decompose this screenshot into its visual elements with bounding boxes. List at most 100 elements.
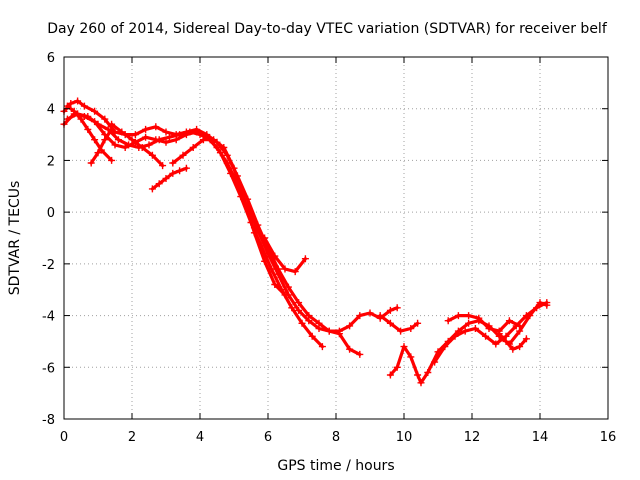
data-point xyxy=(335,330,343,338)
data-point xyxy=(94,120,102,128)
data-point xyxy=(240,195,248,203)
data-series xyxy=(60,97,551,387)
data-point xyxy=(465,312,473,320)
data-point xyxy=(288,304,296,312)
data-point xyxy=(376,312,384,320)
x-tick-label: 14 xyxy=(532,430,549,445)
data-point xyxy=(492,340,500,348)
data-point xyxy=(169,169,177,177)
data-point xyxy=(74,97,82,105)
data-point xyxy=(346,345,354,353)
data-point xyxy=(281,265,289,273)
data-point xyxy=(543,299,551,307)
y-tick-label: -8 xyxy=(42,413,55,428)
y-tick-label: 4 xyxy=(47,103,55,118)
data-point xyxy=(417,379,425,387)
data-point xyxy=(271,281,279,288)
data-point xyxy=(159,162,167,170)
data-point xyxy=(356,312,364,320)
data-point xyxy=(386,319,394,327)
data-point xyxy=(461,327,469,335)
data-point xyxy=(505,317,513,325)
series-trace xyxy=(252,226,307,274)
data-point xyxy=(84,113,92,120)
data-point xyxy=(101,115,109,123)
data-point xyxy=(431,358,439,366)
data-point xyxy=(199,136,207,144)
data-point xyxy=(393,304,401,312)
x-tick-label: 10 xyxy=(396,430,413,445)
x-tick-label: 2 xyxy=(128,430,136,445)
data-point xyxy=(108,156,116,164)
y-tick-label: -4 xyxy=(42,310,55,325)
data-point xyxy=(414,319,422,327)
data-point xyxy=(227,169,235,177)
data-point xyxy=(155,180,163,188)
data-point xyxy=(148,151,156,159)
data-point xyxy=(301,255,309,263)
data-point xyxy=(424,369,432,376)
data-point xyxy=(114,136,122,144)
x-tick-label: 6 xyxy=(264,430,272,445)
data-point xyxy=(386,371,394,379)
data-point xyxy=(84,125,92,133)
data-point xyxy=(189,144,197,151)
data-point xyxy=(261,257,269,265)
data-point xyxy=(451,332,459,340)
data-point xyxy=(131,131,139,139)
data-point xyxy=(325,327,333,335)
data-point xyxy=(142,133,150,141)
data-point xyxy=(495,330,503,338)
data-point xyxy=(533,304,541,312)
data-point xyxy=(502,337,510,345)
data-point xyxy=(471,325,479,332)
data-point xyxy=(454,312,462,320)
data-point xyxy=(128,136,136,144)
data-point xyxy=(138,144,146,151)
data-point xyxy=(179,151,187,159)
data-point xyxy=(91,107,99,115)
data-point xyxy=(407,325,415,332)
series-trace xyxy=(62,112,362,356)
data-point xyxy=(186,128,194,136)
data-point xyxy=(475,314,483,322)
data-point xyxy=(77,115,85,123)
series-12 xyxy=(444,312,524,335)
data-point xyxy=(295,299,303,307)
data-point xyxy=(298,319,306,327)
data-point xyxy=(318,343,326,351)
data-point xyxy=(386,306,394,314)
data-point xyxy=(87,159,95,167)
data-point xyxy=(145,141,153,149)
x-tick-label: 16 xyxy=(600,430,617,445)
y-tick-label: 2 xyxy=(47,154,55,169)
series-trace xyxy=(109,122,165,168)
data-point xyxy=(182,164,190,172)
x-tick-label: 8 xyxy=(332,430,340,445)
data-point xyxy=(516,322,524,330)
series-13 xyxy=(495,330,530,353)
data-point xyxy=(94,149,102,157)
data-point xyxy=(522,335,530,343)
data-point xyxy=(176,131,184,139)
data-point xyxy=(305,317,313,325)
series-10 xyxy=(376,312,422,335)
data-point xyxy=(414,371,422,379)
data-point xyxy=(210,136,218,144)
data-point xyxy=(291,268,299,276)
data-point xyxy=(148,185,156,193)
grid-lines xyxy=(64,57,608,419)
data-point xyxy=(281,291,289,299)
data-point xyxy=(366,309,374,317)
data-point xyxy=(108,120,116,128)
data-point xyxy=(101,136,109,144)
data-point xyxy=(162,138,170,146)
data-point xyxy=(400,343,408,351)
y-axis-label: SDTVAR / TECUs xyxy=(7,181,23,296)
data-point xyxy=(63,115,71,123)
data-point xyxy=(250,224,258,232)
data-point xyxy=(441,343,449,351)
series-trace xyxy=(433,301,549,364)
data-point xyxy=(346,322,354,330)
data-point xyxy=(70,107,78,115)
